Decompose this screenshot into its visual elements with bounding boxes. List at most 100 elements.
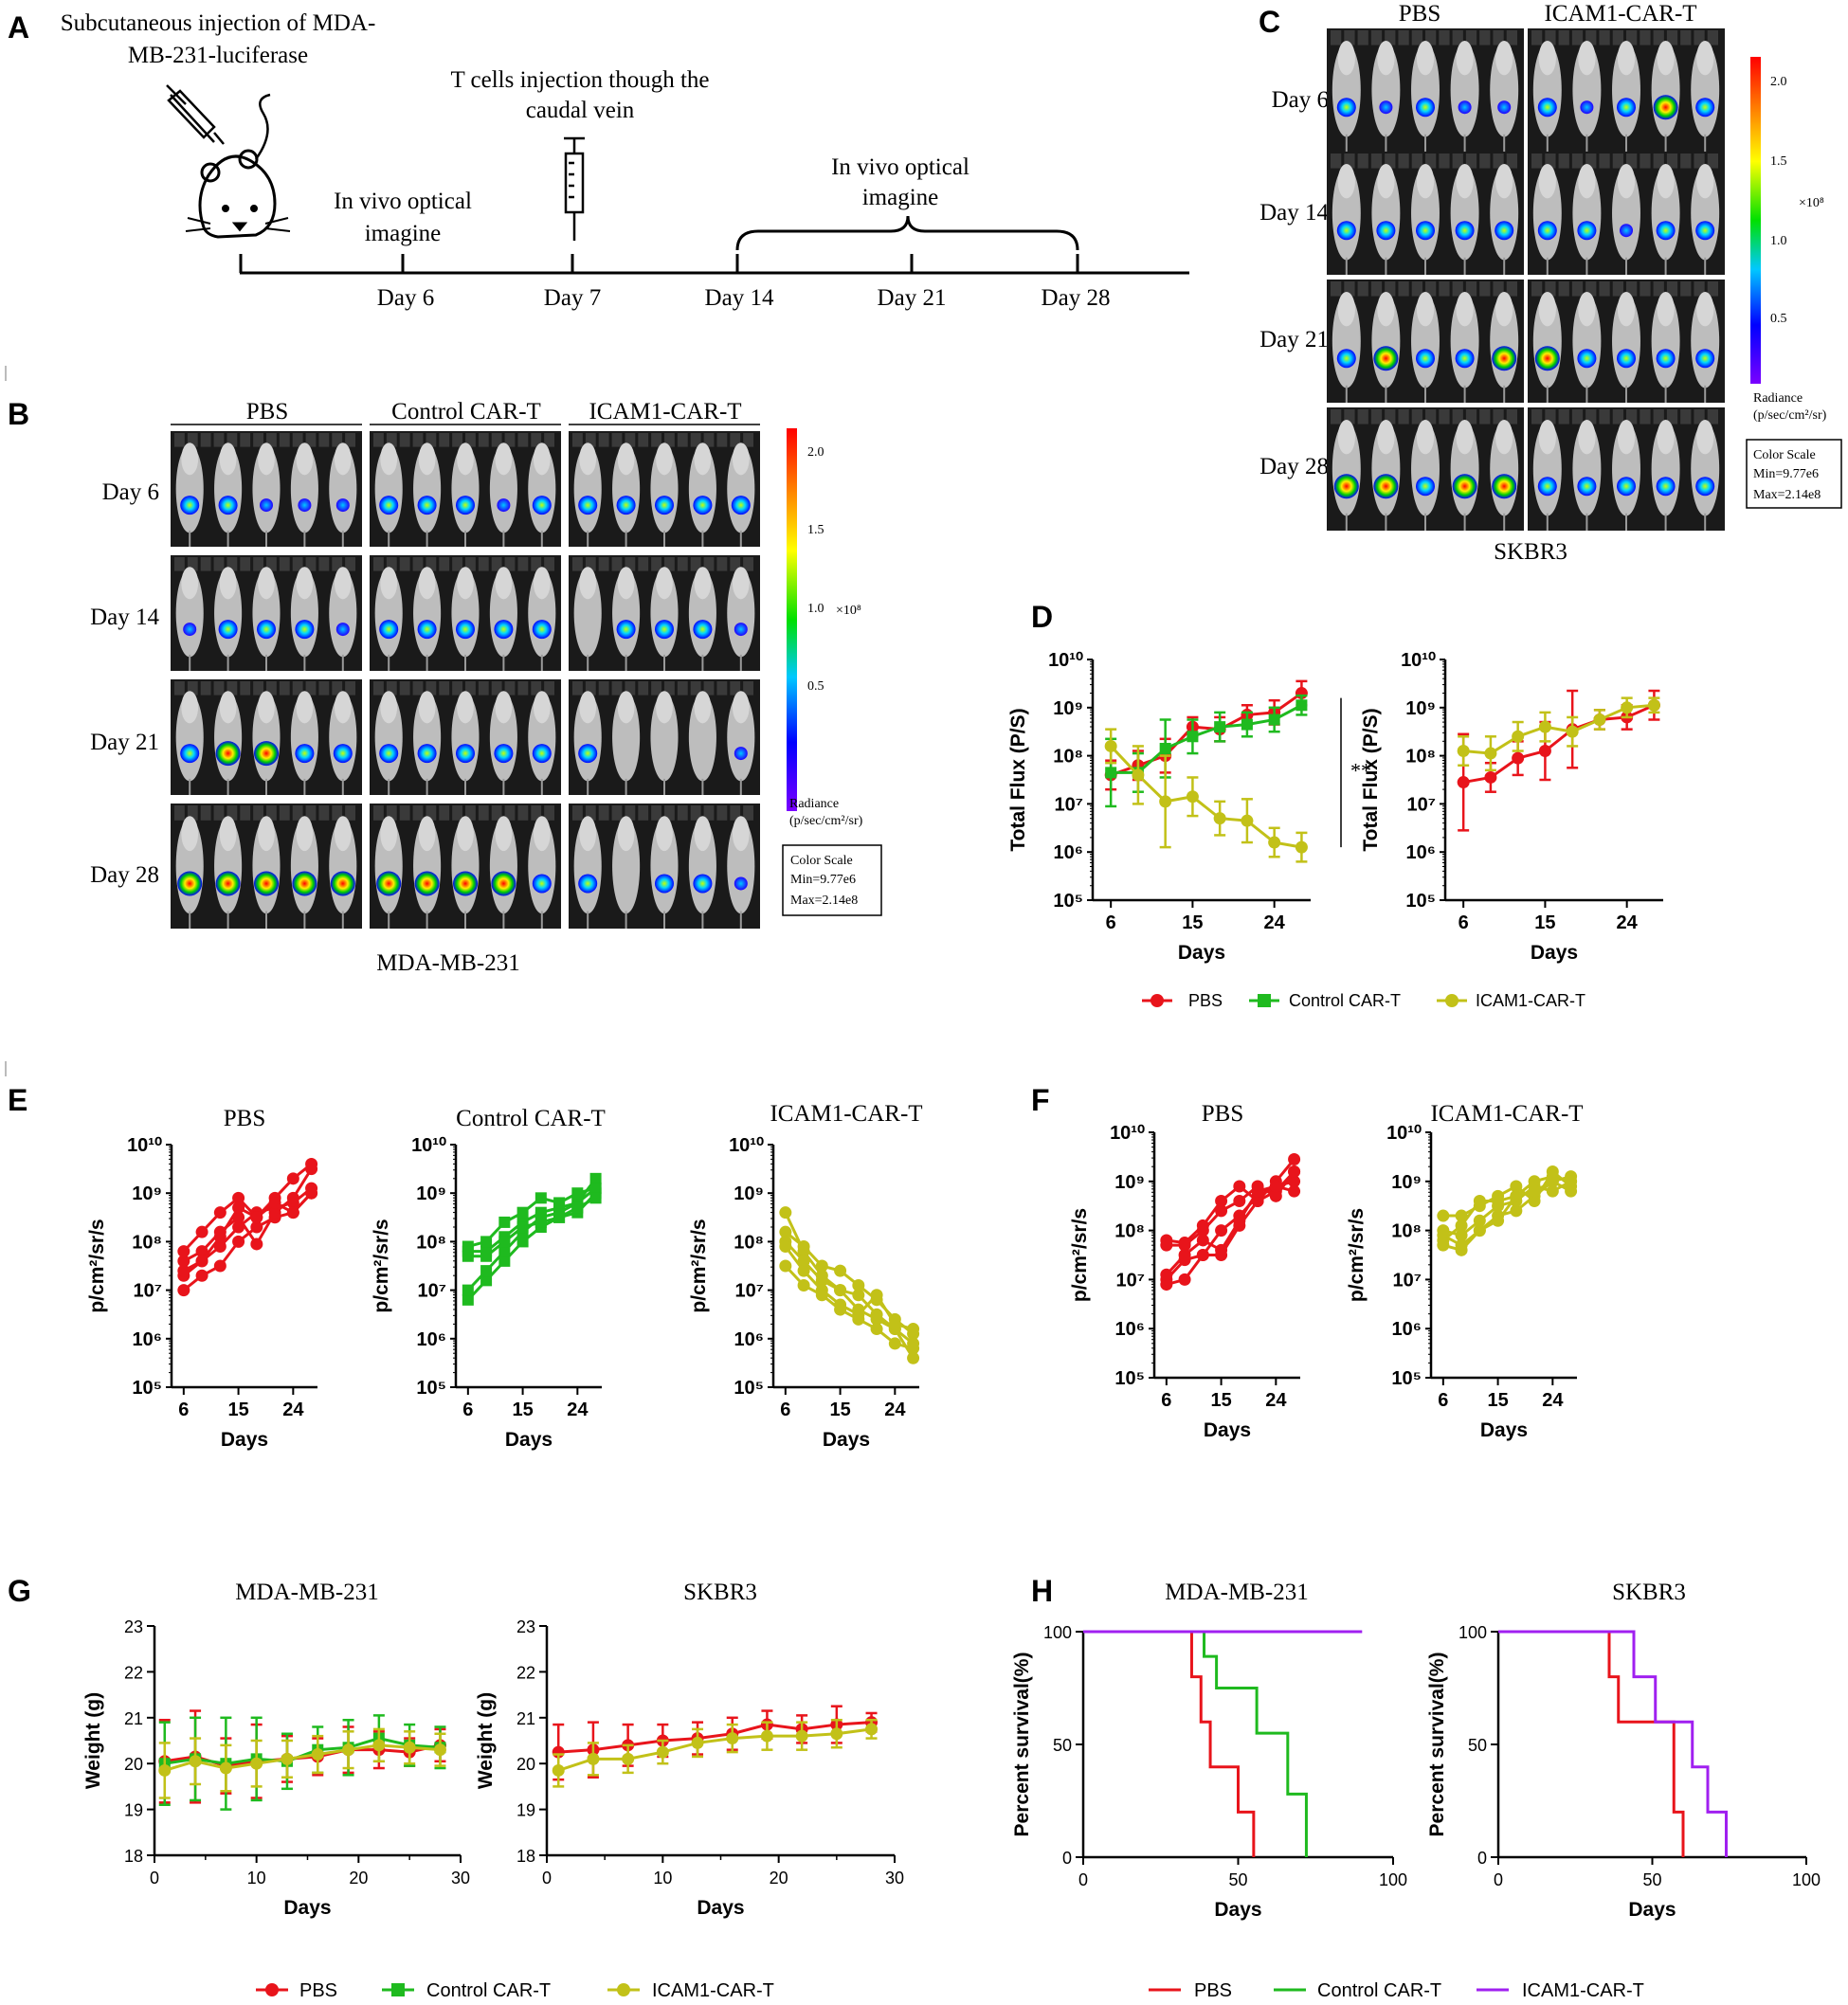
panel-c-row-day14: Day 14 xyxy=(1259,200,1329,226)
panel-b-colorbar xyxy=(787,428,797,811)
panel-b-radiance-unit: (p/sec/cm²/sr) xyxy=(789,814,863,828)
y-axis-label: p/cm²/sr/s xyxy=(1069,1208,1091,1302)
data-point xyxy=(1546,1184,1559,1198)
data-point xyxy=(311,1748,324,1761)
data-point xyxy=(1621,701,1634,714)
x-axis-label: Days xyxy=(697,1897,744,1919)
y-tick-label: 10⁶ xyxy=(1054,842,1083,863)
data-point xyxy=(1492,1195,1505,1208)
panel-c-scale-1: 1.0 xyxy=(1770,234,1787,248)
x-tick-label: 0 xyxy=(1078,1870,1088,1889)
data-point xyxy=(907,1342,920,1355)
panel-c-min: Min=9.77e6 xyxy=(1753,467,1819,481)
data-point xyxy=(1528,1184,1541,1198)
series-line xyxy=(557,1727,872,1772)
panel-c-color-scale: Color Scale xyxy=(1753,448,1816,462)
chart-title: ICAM1-CAR-T xyxy=(770,1101,922,1127)
x-tick-label: 15 xyxy=(829,1400,850,1420)
series-line xyxy=(1083,1630,1256,1857)
y-tick-label: 10⁹ xyxy=(734,1183,764,1204)
data-point xyxy=(1295,840,1308,854)
x-axis-label: Days xyxy=(505,1429,553,1451)
y-tick-label: 10¹⁰ xyxy=(1110,1123,1145,1144)
data-point xyxy=(1104,739,1117,752)
data-point xyxy=(571,1187,584,1200)
y-tick-label: 10⁸ xyxy=(1405,747,1436,768)
data-point xyxy=(1437,1229,1450,1242)
data-point xyxy=(1160,1234,1173,1247)
data-point xyxy=(571,1201,584,1214)
data-point xyxy=(534,1192,547,1204)
y-tick-label: 10⁶ xyxy=(1406,842,1436,863)
data-point xyxy=(779,1259,792,1273)
panel-b-image-r1-c2 xyxy=(569,555,760,671)
panel-letter-b: B xyxy=(8,397,29,431)
data-point xyxy=(1528,1175,1541,1188)
data-point xyxy=(1105,767,1117,779)
panel-b-scale-2: 2.0 xyxy=(807,445,824,460)
y-tick-label: 50 xyxy=(1053,1736,1072,1755)
data-point xyxy=(1437,1209,1450,1222)
x-tick-label: 0 xyxy=(1494,1870,1503,1889)
data-point xyxy=(480,1274,493,1287)
data-point xyxy=(1510,1180,1523,1193)
y-tick-label: 22 xyxy=(516,1663,535,1682)
y-axis-label: p/cm²/sr/s xyxy=(688,1219,710,1312)
x-tick-label: 10 xyxy=(653,1869,672,1888)
data-point xyxy=(1455,1209,1468,1222)
x-tick-label: 30 xyxy=(451,1869,470,1888)
x-axis-label: Days xyxy=(283,1897,331,1919)
panel-c-image-r2-c0 xyxy=(1327,280,1524,403)
panel-c-scale-2: 2.0 xyxy=(1770,75,1787,89)
charts: 10⁵ 10⁶ 10⁷ 10⁸ 10⁹ 10¹⁰ 6 15 24 Days Total Flux (… xyxy=(82,650,1821,1921)
legend-h-pbs: PBS xyxy=(1194,1980,1232,2001)
y-tick-label: 20 xyxy=(124,1755,143,1774)
panel-c-header-icam: ICAM1-CAR-T xyxy=(1544,1,1696,27)
data-point xyxy=(852,1278,865,1292)
data-point xyxy=(177,1255,190,1268)
chart-title: ICAM1-CAR-T xyxy=(1430,1101,1583,1127)
x-tick-label: 15 xyxy=(1534,912,1555,933)
legend-g-control: Control CAR-T xyxy=(426,1980,551,2001)
y-tick-label: 10⁸ xyxy=(1053,747,1083,768)
data-point xyxy=(1241,814,1254,827)
x-axis-label: Days xyxy=(1531,942,1578,964)
panel-c-row-day28: Day 28 xyxy=(1259,454,1329,479)
panel-b-radiance: Radiance xyxy=(789,797,839,811)
x-axis-label: Days xyxy=(1480,1419,1528,1441)
y-tick-label: 10⁵ xyxy=(1114,1368,1145,1389)
panel-c-image-r2-c1 xyxy=(1528,280,1725,403)
data-point xyxy=(195,1245,208,1258)
data-point xyxy=(797,1264,810,1277)
panel-b-caption: MDA-MB-231 xyxy=(376,950,519,976)
data-point xyxy=(1484,747,1497,760)
data-point xyxy=(1178,1237,1191,1250)
data-point xyxy=(1295,699,1308,712)
data-point xyxy=(870,1289,883,1302)
data-point xyxy=(691,1736,704,1749)
imaging-label-4: imagine xyxy=(862,185,939,210)
data-point xyxy=(1473,1224,1486,1237)
chart-title: PBS xyxy=(224,1106,265,1131)
data-point xyxy=(516,1206,529,1219)
data-point xyxy=(656,1745,669,1759)
data-point xyxy=(1196,1219,1209,1232)
series-mouse-5 xyxy=(1437,1175,1578,1252)
y-tick-label: 10⁵ xyxy=(1053,891,1083,912)
chart-h2: SKBR3 0 50 100 0 50 100 Days Percent survival(%) xyxy=(1426,1580,1821,1921)
panel-b-image-r2-c2 xyxy=(569,679,760,795)
panel-b-image-r1-c0 xyxy=(171,555,362,671)
x-tick-label: 0 xyxy=(150,1869,159,1888)
data-point xyxy=(870,1312,883,1326)
panel-b: PBS Control CAR-T ICAM1-CAR-T Day 6 Day … xyxy=(90,399,882,976)
chart-title: Control CAR-T xyxy=(456,1106,606,1131)
legend-g-pbs: PBS xyxy=(299,1980,337,2001)
data-point xyxy=(480,1236,493,1248)
legend-d-pbs: PBS xyxy=(1188,991,1223,1010)
chart-title: SKBR3 xyxy=(683,1580,757,1605)
data-point xyxy=(213,1259,226,1273)
data-point xyxy=(1288,1152,1301,1165)
timeline-day-7: Day 7 xyxy=(544,285,601,311)
data-point xyxy=(516,1236,529,1248)
data-point xyxy=(1538,720,1551,733)
